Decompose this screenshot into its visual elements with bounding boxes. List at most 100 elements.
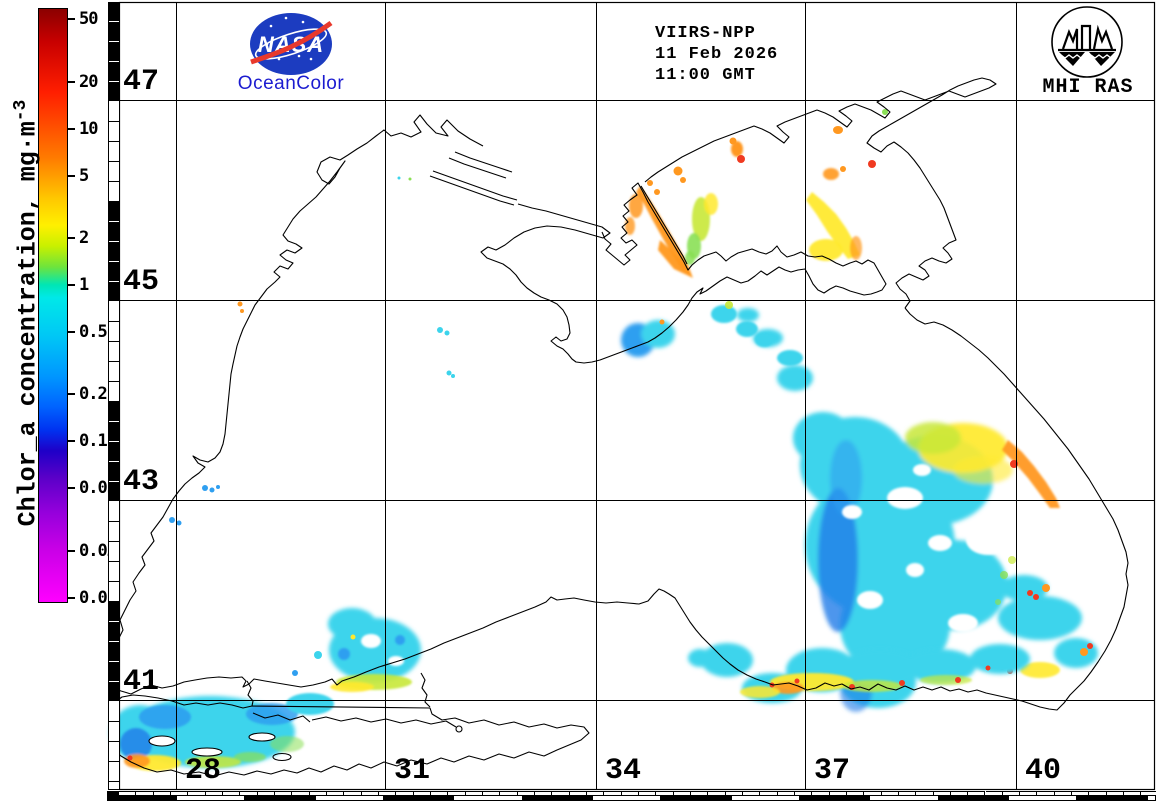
longitude-label: 28: [185, 754, 222, 788]
ruler-corner: [107, 791, 119, 801]
latitude-ruler-cell: [109, 422, 119, 442]
longitude-ruler-tick: [153, 791, 171, 796]
latitude-ruler-cell: [109, 442, 119, 462]
graticule-layer: [119, 2, 1155, 790]
longitude-ruler-tick: [274, 791, 293, 796]
mhi-emblem: [1058, 24, 1116, 52]
arabat-spit: [640, 185, 688, 265]
longitude-ruler-tick: [240, 791, 258, 796]
coastline-layer: [109, 77, 1129, 777]
azov-coastline: [644, 77, 997, 309]
longitude-ruler-tick: [413, 791, 431, 796]
latitude-ruler-cell: [109, 62, 119, 82]
oceancolor-label: OceanColor: [237, 73, 345, 94]
longitude-ruler-tick: [933, 791, 951, 796]
latitude-ruler-cell: [109, 222, 119, 242]
lake-iznik: [272, 752, 292, 762]
latitude-ruler-cell: [109, 142, 119, 162]
latitude-ruler-cell: [109, 82, 119, 102]
latitude-ruler: [108, 2, 120, 790]
latitude-ruler-cell: [109, 342, 119, 362]
latitude-ruler-cell: [109, 622, 119, 642]
longitude-label: 40: [1025, 754, 1062, 788]
latitude-ruler-cell: [109, 262, 119, 282]
longitude-ruler-tick: [292, 791, 310, 796]
longitude-ruler-tick: [881, 791, 899, 796]
latitude-ruler-cell: [109, 522, 119, 542]
longitude-ruler-tick: [968, 791, 986, 796]
latitude-ruler-cell: [109, 102, 119, 122]
mhi-circle: [1051, 6, 1123, 78]
latitude-ruler-cell: [109, 742, 119, 762]
mhi-ras-logo: [1051, 6, 1123, 78]
longitude-ruler-tick: [517, 791, 535, 796]
longitude-ruler-tick: [205, 791, 223, 796]
longitude-ruler-tick: [326, 791, 345, 796]
longitude-ruler-tick: [1089, 791, 1107, 796]
latitude-ruler-cell: [109, 562, 119, 582]
crimea-coastline: [480, 182, 887, 364]
latitude-ruler-cell: [109, 42, 119, 62]
latitude-ruler-cell: [109, 282, 119, 302]
header-date: 11 Feb 2026: [655, 45, 779, 64]
longitude-ruler-tick: [725, 791, 743, 796]
latitude-ruler-cell: [109, 2, 119, 22]
latitude-ruler-cell: [109, 182, 119, 202]
longitude-ruler-tick: [396, 791, 414, 796]
nasa-swoosh: [250, 20, 333, 65]
longitude-ruler-tick: [465, 791, 483, 796]
longitude-ruler-tick: [864, 791, 882, 796]
latitude-ruler-cell: [109, 682, 119, 702]
header-time: 11:00 GMT: [655, 66, 756, 85]
main-coastline: [109, 114, 1129, 711]
longitude-ruler-tick: [170, 791, 189, 796]
longitude-ruler-tick: [1141, 791, 1156, 796]
longitude-ruler-tick: [222, 791, 241, 796]
sakarya-river: [420, 672, 431, 708]
longitude-ruler-tick: [794, 791, 813, 796]
latitude-ruler-cell: [109, 122, 119, 142]
longitude-ruler-tick: [916, 791, 934, 796]
longitude-ruler-tick: [1124, 791, 1142, 796]
colorbar: [38, 8, 68, 603]
longitude-label: 37: [814, 754, 851, 788]
longitude-ruler-tick: [344, 791, 362, 796]
latitude-ruler-cell: [109, 322, 119, 342]
longitude-ruler-tick: [569, 791, 587, 796]
nasa-orbit: [254, 28, 328, 60]
header-satellite: VIIRS-NPP: [655, 24, 756, 43]
longitude-ruler-tick: [812, 791, 830, 796]
longitude-ruler-tick: [430, 791, 449, 796]
longitude-ruler-tick: [1020, 791, 1038, 796]
latitude-label: 47: [123, 65, 160, 99]
latitude-ruler-cell: [109, 542, 119, 562]
longitude-ruler-tick: [656, 791, 674, 796]
longitude-ruler-tick: [985, 791, 1003, 796]
marmara-island: [248, 732, 276, 742]
longitude-ruler-tick: [708, 791, 726, 796]
longitude-ruler-tick: [673, 791, 691, 796]
longitude-ruler-tick: [500, 791, 518, 796]
longitude-ruler: [107, 791, 1156, 801]
longitude-ruler-tick: [1037, 791, 1055, 796]
longitude-ruler-tick: [621, 791, 639, 796]
latitude-ruler-cell: [109, 482, 119, 502]
longitude-ruler-tick: [257, 791, 275, 796]
mhi-ras-label: MHI RAS: [1042, 76, 1134, 99]
longitude-ruler-tick: [1106, 791, 1125, 796]
longitude-ruler-tick: [846, 791, 865, 796]
longitude-ruler-tick: [829, 791, 847, 796]
longitude-ruler-tick: [760, 791, 778, 796]
latitude-ruler-cell: [109, 702, 119, 722]
longitude-ruler-tick: [552, 791, 570, 796]
latitude-ruler-cell: [109, 762, 119, 782]
nasa-stars: [265, 16, 318, 61]
longitude-ruler-tick: [188, 791, 206, 796]
latitude-ruler-cell: [109, 502, 119, 522]
longitude-ruler-tick: [534, 791, 553, 796]
marmara-island: [148, 735, 176, 747]
latitude-ruler-cell: [109, 602, 119, 622]
longitude-ruler-tick: [1054, 791, 1073, 796]
latitude-ruler-cell: [109, 642, 119, 662]
longitude-ruler-tick: [742, 791, 761, 796]
